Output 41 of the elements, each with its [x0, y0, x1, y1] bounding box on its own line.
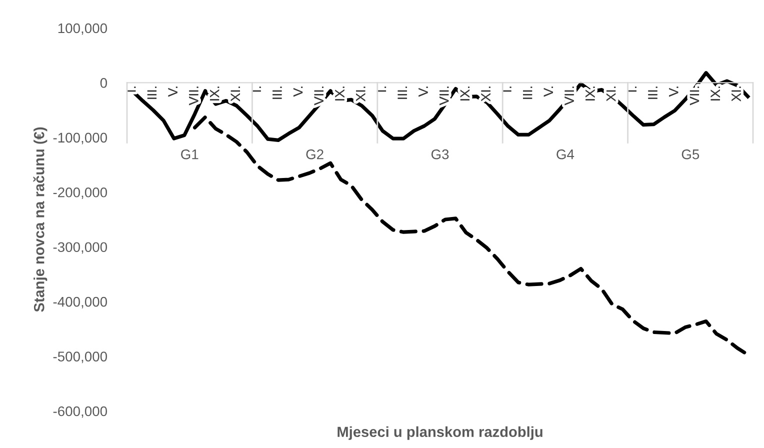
x-tick-label: XI. — [230, 86, 240, 102]
x-tick-label: III. — [523, 86, 532, 99]
x-tick-label: XI. — [356, 86, 366, 102]
x-tick-label: XI. — [481, 86, 490, 102]
x-tick-label: IX. — [710, 86, 720, 100]
x-tick-label: XI. — [732, 86, 741, 102]
x-tick-label: IX. — [210, 86, 220, 100]
x-tick-label: III. — [648, 86, 658, 99]
x-tick-label: V. — [544, 86, 553, 97]
y-axis-title: Stanje novca na računu (€) — [33, 127, 48, 312]
x-tick-label: III. — [147, 86, 156, 99]
x-tick-label: VII. — [314, 86, 324, 106]
x-tick-label: VII. — [440, 86, 449, 106]
y-tick-label: -200,000 — [53, 187, 108, 199]
x-tick-label: I. — [252, 86, 261, 92]
x-tick-label: V. — [293, 86, 303, 97]
x-tick-label: III. — [272, 86, 282, 99]
x-tick-label: VII. — [564, 86, 574, 106]
annotation: G5 — [682, 149, 700, 160]
y-tick-label: -100,000 — [53, 132, 108, 144]
y-tick-label: -300,000 — [53, 242, 108, 254]
y-tick-label: -600,000 — [53, 406, 108, 418]
x-tick-label: V. — [168, 86, 178, 97]
annotation: G2 — [306, 149, 324, 160]
y-tick-label: -400,000 — [53, 296, 108, 308]
annotation: G1 — [181, 149, 198, 160]
x-tick-label: III. — [398, 86, 407, 99]
x-tick-label: VII. — [690, 86, 700, 106]
y-tick-label: -500,000 — [53, 352, 108, 364]
x-axis-title: Mjeseci u planskom razdoblju — [338, 426, 542, 440]
y-tick-label: 0 — [100, 78, 108, 88]
x-tick-label: VII. — [189, 86, 198, 106]
x-tick-label: IX. — [335, 86, 344, 100]
x-tick-label: V. — [418, 86, 428, 97]
x-tick-label: XI. — [606, 86, 616, 102]
annotation: G3 — [431, 149, 449, 160]
annotation: G4 — [556, 149, 574, 160]
y-tick-label: 100,000 — [58, 23, 108, 35]
x-tick-label: IX. — [460, 86, 470, 100]
x-tick-label: V. — [669, 86, 678, 97]
x-tick-label: IX. — [586, 86, 595, 100]
